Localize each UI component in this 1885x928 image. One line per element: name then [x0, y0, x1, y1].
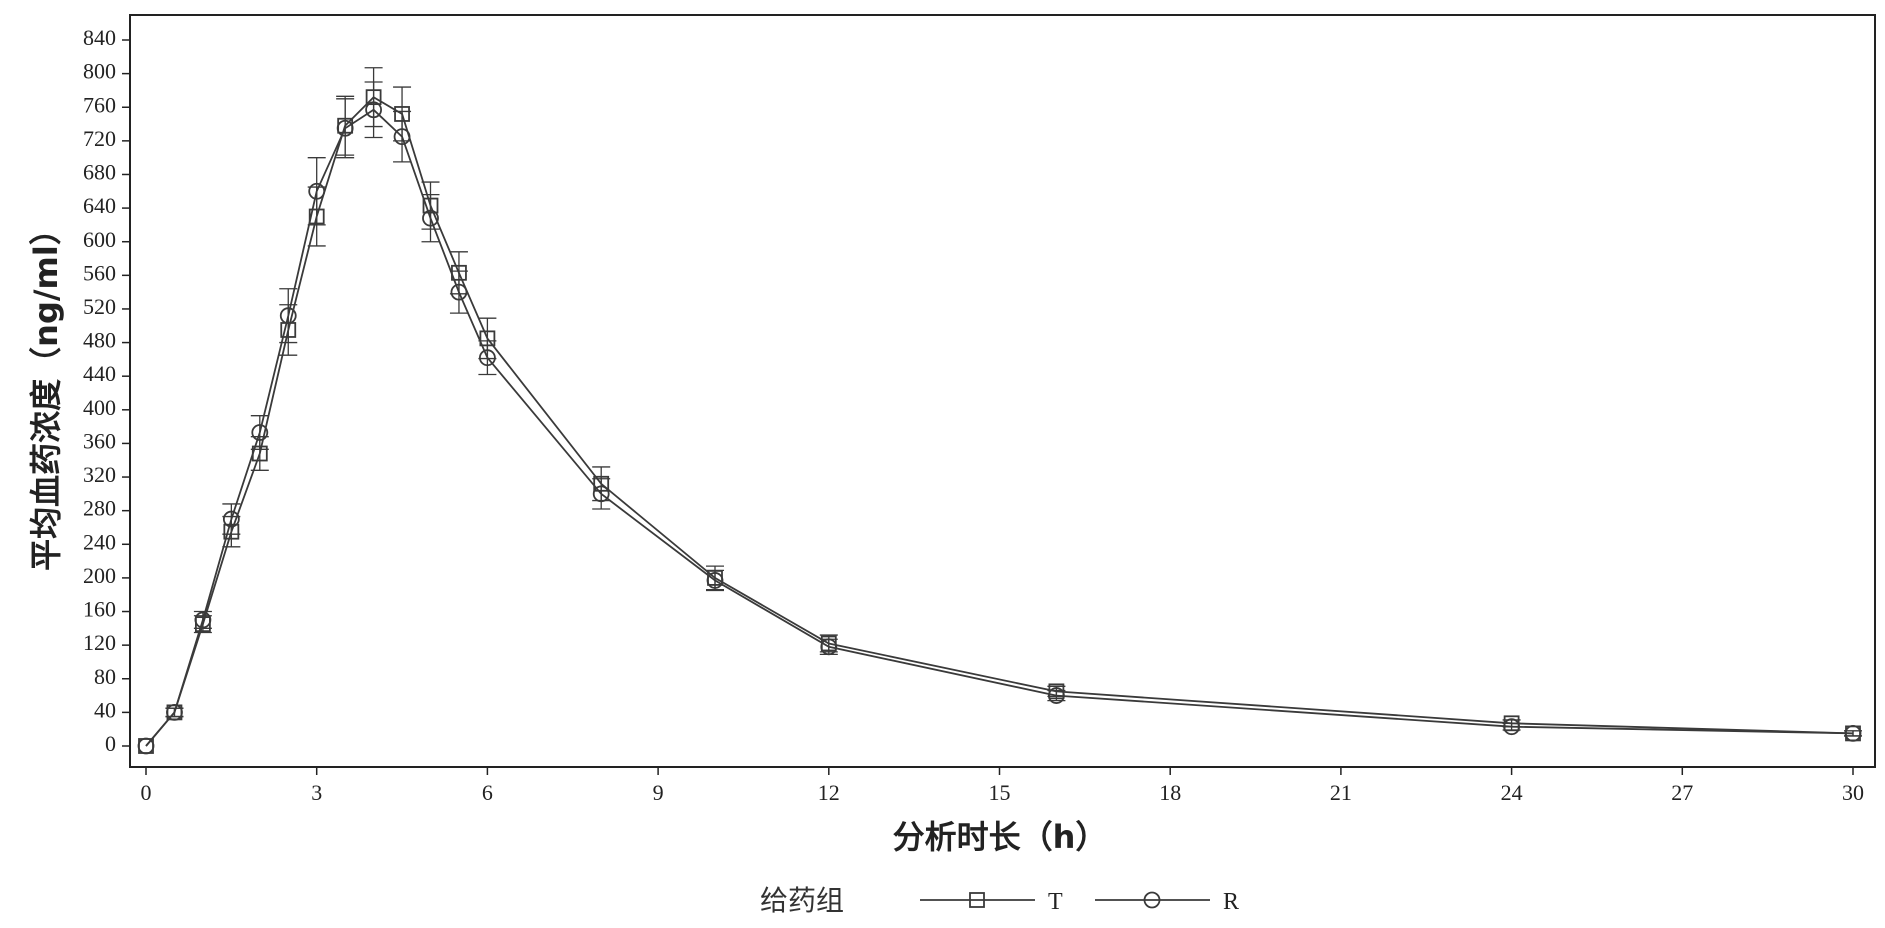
legend-title: 给药组 [760, 884, 844, 917]
x-tick-label: 6 [482, 780, 493, 805]
y-tick-label: 240 [83, 529, 116, 554]
x-axis-title: 分析时长（h） [893, 818, 1108, 856]
legend-entry-R: R [1095, 889, 1239, 915]
data-point-R [706, 572, 724, 589]
y-tick-label: 360 [83, 428, 116, 453]
series-layer [137, 67, 1862, 755]
legend-marker-R [1143, 891, 1161, 909]
y-axis: 0 40 80 120 160 200 240 280 320 360 400 440 480 520 56… [83, 25, 130, 756]
y-tick-label: 40 [94, 697, 116, 722]
data-point-R [478, 349, 496, 367]
error-bar [193, 610, 212, 629]
data-point-R [592, 485, 610, 503]
y-tick-label: 560 [83, 260, 116, 285]
y-tick-label: 400 [83, 395, 116, 420]
x-tick-label: 18 [1159, 780, 1181, 805]
data-point-R [222, 510, 240, 528]
y-tick-label: 600 [83, 227, 116, 252]
error-bar [421, 193, 440, 243]
x-tick-label: 3 [311, 780, 322, 805]
y-tick-label: 480 [83, 328, 116, 353]
series-line-T [145, 96, 1854, 747]
y-tick-label: 440 [83, 361, 116, 386]
data-point-R [137, 737, 155, 755]
x-tick-label: 30 [1842, 780, 1864, 805]
y-tick-label: 160 [83, 597, 116, 622]
x-tick-label: 9 [653, 780, 664, 805]
y-tick-label: 200 [83, 563, 116, 588]
error-bar [592, 478, 611, 510]
data-point-R [422, 209, 439, 227]
x-tick-label: 0 [141, 780, 152, 805]
error-bar [307, 157, 326, 226]
y-tick-label: 320 [83, 462, 116, 487]
x-tick-label: 15 [989, 780, 1011, 805]
legend-label: R [1223, 889, 1239, 915]
data-point-R [820, 638, 838, 656]
series-line-R [145, 108, 1854, 747]
y-tick-label: 120 [83, 630, 116, 655]
legend-entry-T: T [920, 889, 1063, 915]
data-point-R [194, 611, 212, 629]
data-point-R [1844, 724, 1862, 742]
error-bar [364, 81, 383, 139]
error-bar [478, 340, 497, 376]
y-tick-label: 720 [83, 126, 116, 151]
y-tick-label: 680 [83, 160, 116, 185]
error-bar [222, 503, 241, 535]
series-T [138, 67, 1862, 754]
y-tick-label: 840 [83, 25, 116, 50]
y-tick-label: 280 [83, 496, 116, 521]
error-bar [279, 288, 298, 344]
plot-frame [129, 14, 1876, 768]
x-tick-label: 12 [818, 780, 840, 805]
legend-label: T [1048, 889, 1063, 915]
x-tick-label: 21 [1330, 780, 1352, 805]
data-point-R [279, 307, 297, 325]
error-bar [336, 98, 355, 159]
y-tick-label: 0 [105, 731, 116, 756]
y-tick-label: 520 [83, 294, 116, 319]
data-point-R [1048, 687, 1065, 704]
error-bar [449, 270, 468, 314]
x-tick-label: 27 [1671, 780, 1693, 805]
y-tick-label: 760 [83, 92, 116, 117]
data-point-R [393, 128, 411, 146]
y-tick-label: 800 [83, 59, 116, 84]
data-point-R [166, 703, 183, 721]
data-point-R [251, 424, 269, 441]
data-point-R [450, 283, 468, 301]
data-point-R [308, 182, 326, 200]
data-point-R [1503, 718, 1520, 736]
error-bar [393, 110, 412, 163]
legend-marker-T [969, 892, 985, 908]
error-bar [1844, 730, 1862, 737]
x-tick-label: 24 [1501, 780, 1523, 805]
data-point-R [336, 119, 354, 137]
series-R [137, 81, 1862, 755]
y-tick-label: 640 [83, 193, 116, 218]
data-point-R [365, 101, 383, 119]
error-bar [250, 415, 269, 450]
y-tick-label: 80 [94, 664, 116, 689]
x-axis: 0 3 6 9 12 15 18 21 24 27 30 [141, 767, 1864, 805]
y-axis-title: 平均血药浓度（ng/ml） [27, 213, 65, 571]
